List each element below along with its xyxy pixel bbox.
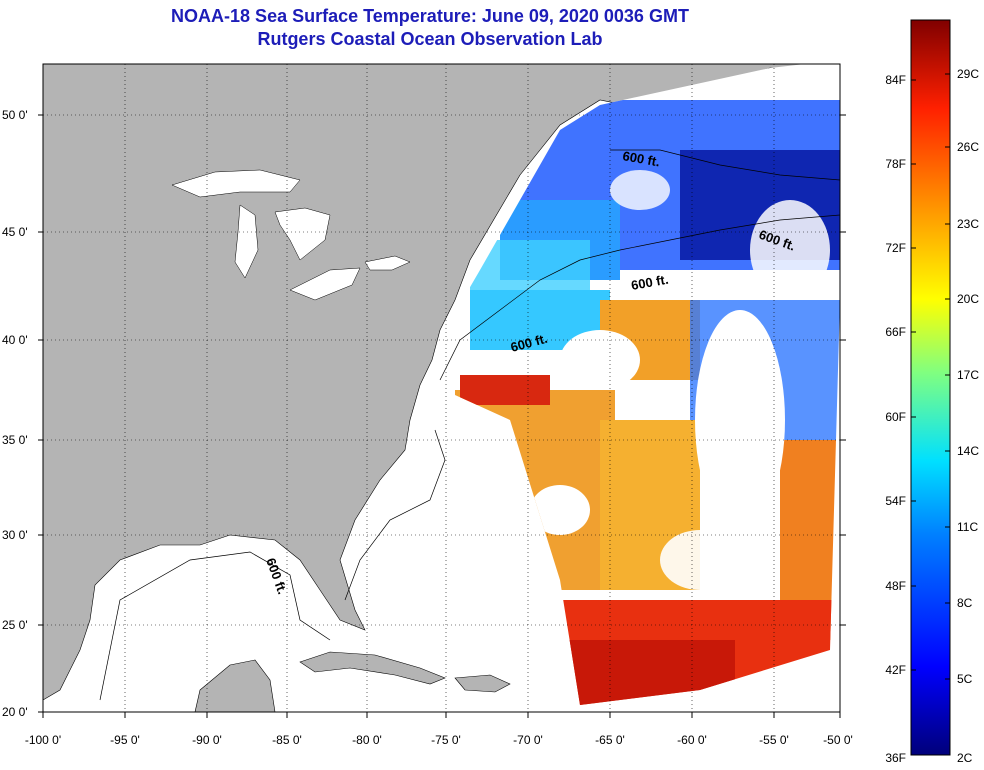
land-cuba — [299, 651, 446, 685]
lon-label: -65 0' — [595, 733, 625, 747]
colorbar-c-label: 2C — [957, 751, 973, 765]
colorbar-ticks — [911, 73, 950, 680]
colorbar-f-label: 84F — [885, 73, 906, 87]
map-title: NOAA-18 Sea Surface Temperature: June 09… — [171, 6, 689, 26]
colorbar-f-label: 36F — [885, 751, 906, 765]
lon-label: -90 0' — [192, 733, 222, 747]
lon-label: -75 0' — [431, 733, 461, 747]
lon-label: -50 0' — [823, 733, 853, 747]
lon-label: -70 0' — [513, 733, 543, 747]
colorbar-c-label: 14C — [957, 444, 979, 458]
lon-label: -80 0' — [352, 733, 382, 747]
lon-label: -55 0' — [759, 733, 789, 747]
lat-label: 50 0' — [2, 108, 28, 122]
colorbar-f-label: 42F — [885, 663, 906, 677]
colorbar-c-label: 26C — [957, 140, 979, 154]
colorbar-c-label: 29C — [957, 67, 979, 81]
lat-label: 40 0' — [2, 333, 28, 347]
colorbar-f-label: 54F — [885, 494, 906, 508]
colorbar-f-label: 78F — [885, 157, 906, 171]
lat-label: 35 0' — [2, 433, 28, 447]
colorbar-c-label: 8C — [957, 596, 973, 610]
land-hispaniola — [454, 674, 511, 693]
axis-ticks — [38, 114, 846, 718]
depth-contours — [99, 149, 841, 701]
graticule — [43, 64, 840, 712]
lat-label: 45 0' — [2, 225, 28, 239]
colorbar — [910, 19, 951, 756]
great-lakes — [171, 169, 411, 301]
lon-label: -95 0' — [110, 733, 140, 747]
colorbar-c-label: 17C — [957, 368, 979, 382]
colorbar-f-label: 60F — [885, 410, 906, 424]
colorbar-c-label: 5C — [957, 672, 973, 686]
colorbar-f-label: 72F — [885, 241, 906, 255]
latitude-labels: 50 0' 45 0' 40 0' 35 0' 30 0' 25 0' 20 0… — [2, 108, 28, 719]
map-border — [42, 63, 841, 713]
colorbar-c-label: 11C — [957, 520, 978, 534]
colorbar-fahrenheit-labels: 84F 78F 72F 66F 60F 54F 48F 42F 36F — [885, 73, 906, 765]
longitude-labels: -100 0' -95 0' -90 0' -85 0' -80 0' -75 … — [25, 733, 853, 747]
contour-label-600ft: 600 ft. — [630, 272, 670, 293]
map-subtitle: Rutgers Coastal Ocean Observation Lab — [257, 29, 603, 49]
colorbar-c-label: 20C — [957, 292, 979, 306]
contour-label-600ft: 600 ft. — [621, 148, 661, 169]
lat-label: 25 0' — [2, 618, 28, 632]
lon-label: -60 0' — [677, 733, 707, 747]
colorbar-f-label: 66F — [885, 325, 906, 339]
lat-label: 30 0' — [2, 528, 28, 542]
lat-label: 20 0' — [2, 705, 28, 719]
lon-label: -100 0' — [25, 733, 61, 747]
lon-label: -85 0' — [272, 733, 302, 747]
colorbar-f-label: 48F — [885, 579, 906, 593]
colorbar-c-label: 23C — [957, 217, 979, 231]
colorbar-celsius-labels: 29C 26C 23C 20C 17C 14C 11C 8C 5C 2C — [957, 67, 979, 765]
